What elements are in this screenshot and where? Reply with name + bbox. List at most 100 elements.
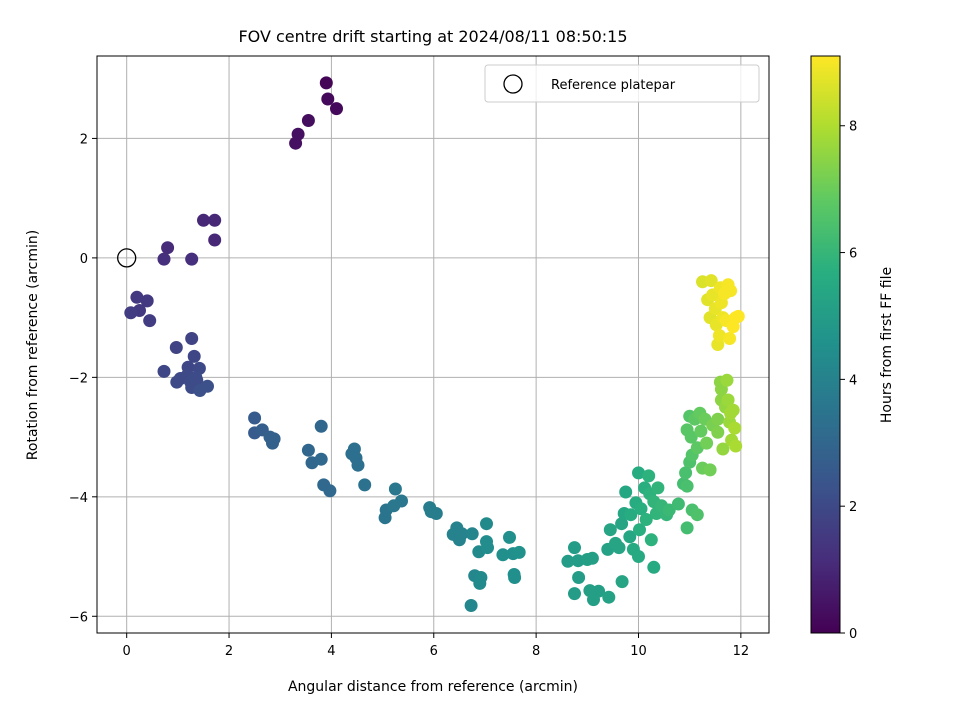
scatter-point <box>496 548 510 562</box>
scatter-point <box>615 517 629 531</box>
scatter-point <box>473 576 487 590</box>
plot-frame <box>96 55 770 634</box>
scatter-points <box>124 76 745 612</box>
scatter-point <box>169 341 183 354</box>
scatter-point <box>603 523 617 537</box>
scatter-point <box>161 241 175 255</box>
scatter-point <box>712 329 726 342</box>
scatter-point <box>634 502 648 516</box>
scatter-point <box>694 424 708 438</box>
colorbar-ticks: 0 2 4 6 8 <box>840 120 857 642</box>
scatter-point <box>690 508 704 522</box>
scatter-point <box>503 530 516 544</box>
colorbar <box>810 55 841 634</box>
scatter-point <box>480 517 493 531</box>
scatter-point <box>157 252 171 266</box>
colorbar-tick-label: 6 <box>849 247 857 262</box>
scatter-point <box>619 485 633 499</box>
colorbar-tick-label: 0 <box>849 627 857 642</box>
scatter-point <box>724 284 738 298</box>
scatter-point <box>187 349 201 363</box>
scatter-point <box>319 76 333 90</box>
scatter-point <box>729 439 743 453</box>
x-tick-label: 6 <box>430 644 438 659</box>
scatter-point <box>170 375 184 389</box>
x-axis-ticks: 0 2 4 6 8 10 12 <box>123 633 750 659</box>
scatter-point <box>639 513 653 526</box>
x-tick-label: 10 <box>630 644 647 659</box>
colorbar-label: Hours from first FF file <box>879 267 895 423</box>
scatter-point <box>140 294 154 308</box>
x-tick-label: 2 <box>225 644 233 659</box>
scatter-point <box>721 393 735 407</box>
reference-platepar-marker <box>117 248 137 268</box>
y-tick-label: −4 <box>69 491 88 506</box>
x-axis-label: Angular distance from reference (arcmin) <box>288 679 578 695</box>
y-tick-label: −6 <box>69 610 88 625</box>
scatter-point <box>568 587 581 601</box>
legend-label: Reference platepar <box>551 78 676 93</box>
scatter-point <box>592 584 606 598</box>
scatter-point <box>330 102 343 116</box>
scatter-point <box>572 571 586 584</box>
scatter-point <box>124 306 138 320</box>
scatter-point <box>720 373 734 387</box>
scatter-point <box>314 452 328 466</box>
scatter-point <box>716 442 730 456</box>
y-tick-label: −2 <box>69 371 88 386</box>
scatter-point <box>671 497 685 511</box>
scatter-point <box>289 136 303 150</box>
scatter-point <box>351 458 365 472</box>
scatter-point <box>679 466 693 480</box>
scatter-point <box>726 403 740 417</box>
scatter-point <box>314 419 328 433</box>
scatter-point <box>301 443 315 457</box>
scatter-point <box>185 332 199 345</box>
scatter-point <box>624 508 638 522</box>
grid <box>97 56 769 633</box>
scatter-point <box>632 550 645 563</box>
scatter-point <box>197 213 210 227</box>
scatter-point <box>615 575 629 589</box>
scatter-point <box>632 466 645 480</box>
scatter-point <box>208 233 222 247</box>
scatter-point <box>321 92 335 106</box>
scatter-point <box>731 309 745 323</box>
scatter-point <box>508 571 522 584</box>
scatter-point <box>680 479 694 493</box>
scatter-point <box>185 252 199 266</box>
scatter-point <box>512 545 526 559</box>
chart-title: FOV centre drift starting at 2024/08/11 … <box>238 27 627 46</box>
y-axis-ticks: −6 −4 −2 0 2 <box>69 132 97 625</box>
scatter-point <box>680 521 694 535</box>
scatter-point <box>189 370 203 384</box>
scatter-point <box>728 421 742 435</box>
y-axis-label: Rotation from reference (arcmin) <box>25 230 41 460</box>
legend-marker <box>503 74 523 94</box>
colorbar-tick-label: 4 <box>849 373 857 388</box>
scatter-point <box>642 469 656 483</box>
scatter-point <box>711 425 725 439</box>
x-tick-label: 8 <box>532 644 540 659</box>
scatter-point <box>323 484 337 498</box>
scatter-point <box>602 590 616 604</box>
scatter-point <box>662 503 676 517</box>
scatter-point <box>465 527 479 541</box>
x-tick-label: 0 <box>123 644 131 659</box>
scatter-point <box>157 364 171 378</box>
scatter-point <box>481 541 494 555</box>
scatter-point <box>143 314 157 328</box>
colorbar-tick-label: 2 <box>849 500 857 515</box>
scatter-point <box>378 511 392 525</box>
scatter-point <box>711 412 725 426</box>
scatter-point <box>612 541 626 555</box>
scatter-point <box>395 494 408 508</box>
scatter-point <box>561 554 575 568</box>
x-tick-label: 12 <box>733 644 750 659</box>
scatter-point <box>248 411 262 425</box>
scatter-point <box>633 523 646 537</box>
scatter-point <box>358 478 372 492</box>
scatter-point <box>651 481 665 495</box>
scatter-point <box>700 436 714 450</box>
